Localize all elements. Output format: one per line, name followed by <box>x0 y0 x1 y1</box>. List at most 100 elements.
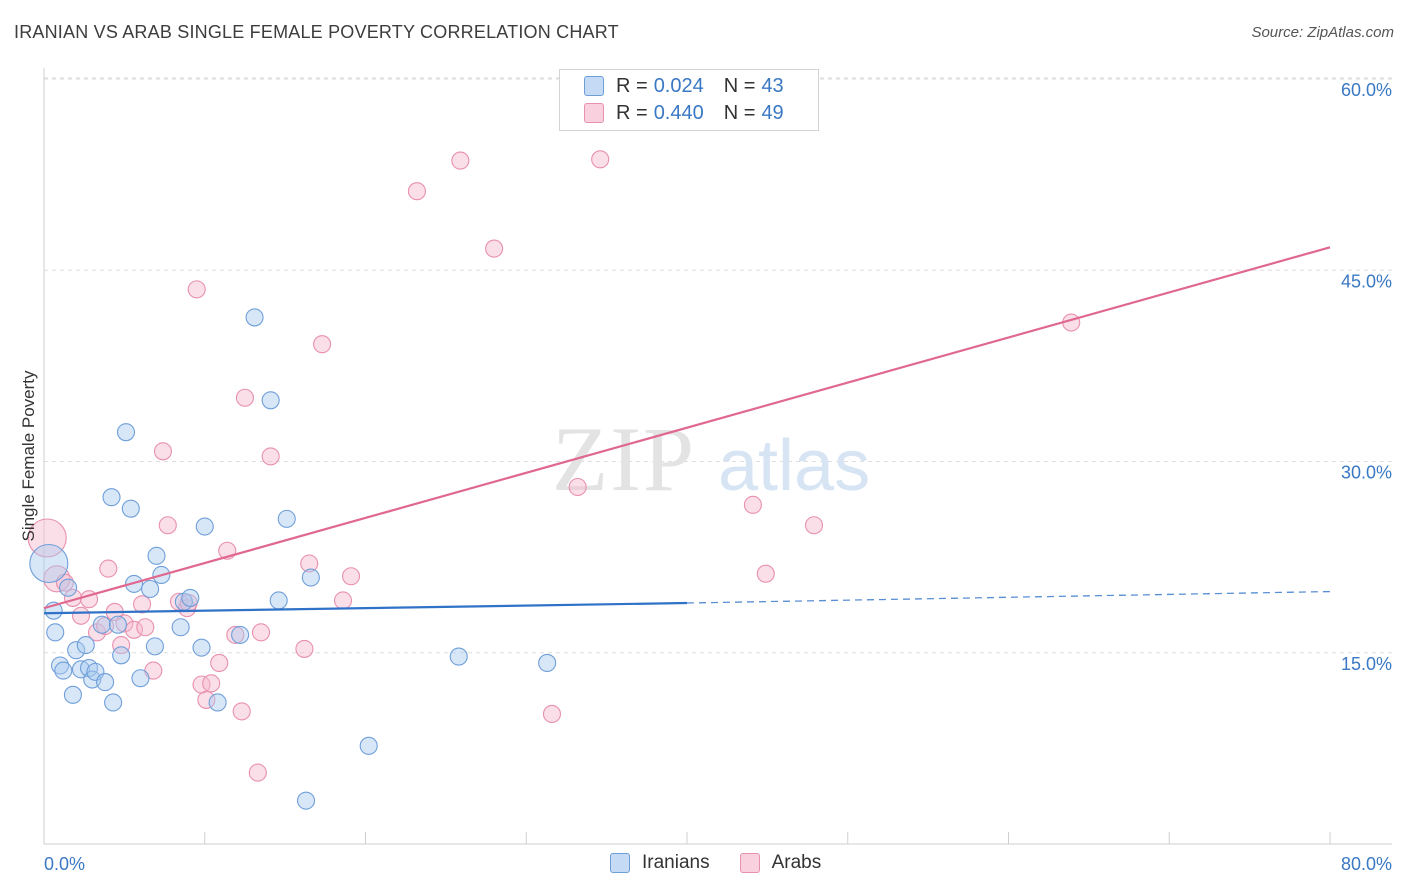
iranians-point <box>261 391 280 410</box>
source-credit: Source: ZipAtlas.com <box>1251 24 1394 41</box>
legend-r-label: R = <box>616 74 648 97</box>
legend-r-value: 0.024 <box>653 74 704 97</box>
series-legend: Iranians Arabs <box>610 852 851 874</box>
arabs-point <box>153 442 173 461</box>
correlation-legend: R = 0.024 N = 43 R = 0.440 N = 49 <box>559 69 819 131</box>
arabs-point <box>115 614 134 633</box>
arabs-point <box>158 516 177 535</box>
trend-lines <box>43 246 1331 615</box>
iranians-point <box>269 591 288 610</box>
iranians-point <box>171 618 190 637</box>
x-tick-label-min: 0.0% <box>44 854 85 874</box>
arabs-point <box>591 150 610 169</box>
arabs-point <box>235 388 254 407</box>
arabs-point <box>232 702 251 721</box>
iranians-point <box>96 673 115 692</box>
iranians-point <box>76 636 95 655</box>
arabs-point <box>124 620 144 639</box>
arabs-legend-label: Arabs <box>771 852 822 873</box>
arabs-point <box>295 639 314 658</box>
iranians-point <box>67 641 86 660</box>
chart-title: IRANIAN VS ARAB SINGLE FEMALE POVERTY CO… <box>14 22 619 42</box>
watermark: ZIP atlas <box>552 408 870 510</box>
iranians-point <box>145 637 164 656</box>
y-tick-label: 15.0% <box>1341 654 1392 674</box>
iranians-point <box>51 656 70 675</box>
iranians-point <box>46 623 65 642</box>
arabs-legend-swatch <box>739 853 760 873</box>
arabs-swatch <box>584 103 604 123</box>
arabs-point <box>210 653 229 673</box>
arabs-point <box>187 280 206 299</box>
legend-n-label: N = <box>723 101 756 124</box>
iranians-point <box>59 578 78 597</box>
iranians-point <box>231 625 250 644</box>
arabs-point <box>451 151 470 170</box>
arabs-point <box>743 495 762 514</box>
arabs-points <box>27 150 1081 782</box>
legend-item-iranians[interactable]: Iranians <box>610 852 710 874</box>
iranians-point <box>116 423 136 442</box>
iranians-point <box>141 579 160 599</box>
iranians-legend-label: Iranians <box>642 852 710 873</box>
arabs-point <box>313 335 332 354</box>
arabs-point <box>136 618 155 637</box>
iranians-point <box>104 693 123 712</box>
arabs-point <box>542 704 562 724</box>
iranians-point <box>108 615 127 634</box>
iranians-point <box>102 488 121 507</box>
legend-row-iranians: R = 0.024 N = 43 <box>584 74 804 98</box>
iranians-point <box>208 693 227 712</box>
arabs-point <box>804 516 824 535</box>
y-tick-label: 45.0% <box>1341 271 1392 291</box>
arabs-point <box>756 564 775 583</box>
legend-r-label: R = <box>616 101 648 124</box>
legend-item-arabs[interactable]: Arabs <box>739 852 822 874</box>
iranians-point <box>29 543 69 584</box>
arabs-point <box>202 674 221 693</box>
iranians-point <box>538 653 557 673</box>
arabs-point <box>485 239 504 258</box>
y-axis-title: Single Female Poverty <box>19 370 38 542</box>
x-axis-ticks <box>204 832 1331 844</box>
iranians-point <box>54 661 73 680</box>
iranians-point <box>301 568 320 587</box>
arabs-trend-line <box>43 246 1331 610</box>
arabs-point <box>568 477 587 497</box>
arabs-point <box>99 559 118 578</box>
legend-row-arabs: R = 0.440 N = 49 <box>584 101 804 125</box>
iranians-points <box>29 308 557 810</box>
legend-n-value: 49 <box>761 101 784 124</box>
arabs-point <box>333 591 353 610</box>
arabs-point <box>251 623 271 642</box>
y-tick-label: 30.0% <box>1341 463 1392 483</box>
iranians-trend-extension <box>686 590 1331 604</box>
iranians-point <box>296 791 316 810</box>
y-tick-labels: 15.0% 30.0% 45.0% 60.0% <box>1341 80 1392 674</box>
y-tick-label: 60.0% <box>1341 80 1392 100</box>
arabs-point <box>248 763 267 782</box>
arabs-point <box>407 182 426 201</box>
iranians-point <box>245 308 264 327</box>
iranians-point <box>92 615 111 634</box>
iranians-point <box>192 638 211 657</box>
x-tick-label-max: 80.0% <box>1341 854 1392 874</box>
watermark-atlas: atlas <box>718 426 870 506</box>
iranians-point <box>277 509 296 528</box>
arabs-point <box>197 690 216 709</box>
iranians-point <box>449 647 468 666</box>
iranians-point <box>63 685 82 704</box>
iranians-point <box>121 499 140 518</box>
iranians-point <box>112 646 131 665</box>
arabs-point <box>341 567 361 586</box>
iranians-point <box>131 669 150 688</box>
grid-lines <box>44 77 1392 654</box>
legend-n-label: N = <box>723 74 756 97</box>
iranians-swatch <box>584 76 604 96</box>
arabs-point <box>133 595 152 614</box>
arabs-point <box>261 447 280 466</box>
arabs-point <box>71 606 91 625</box>
axes <box>43 68 1392 845</box>
iranians-point <box>181 588 200 607</box>
